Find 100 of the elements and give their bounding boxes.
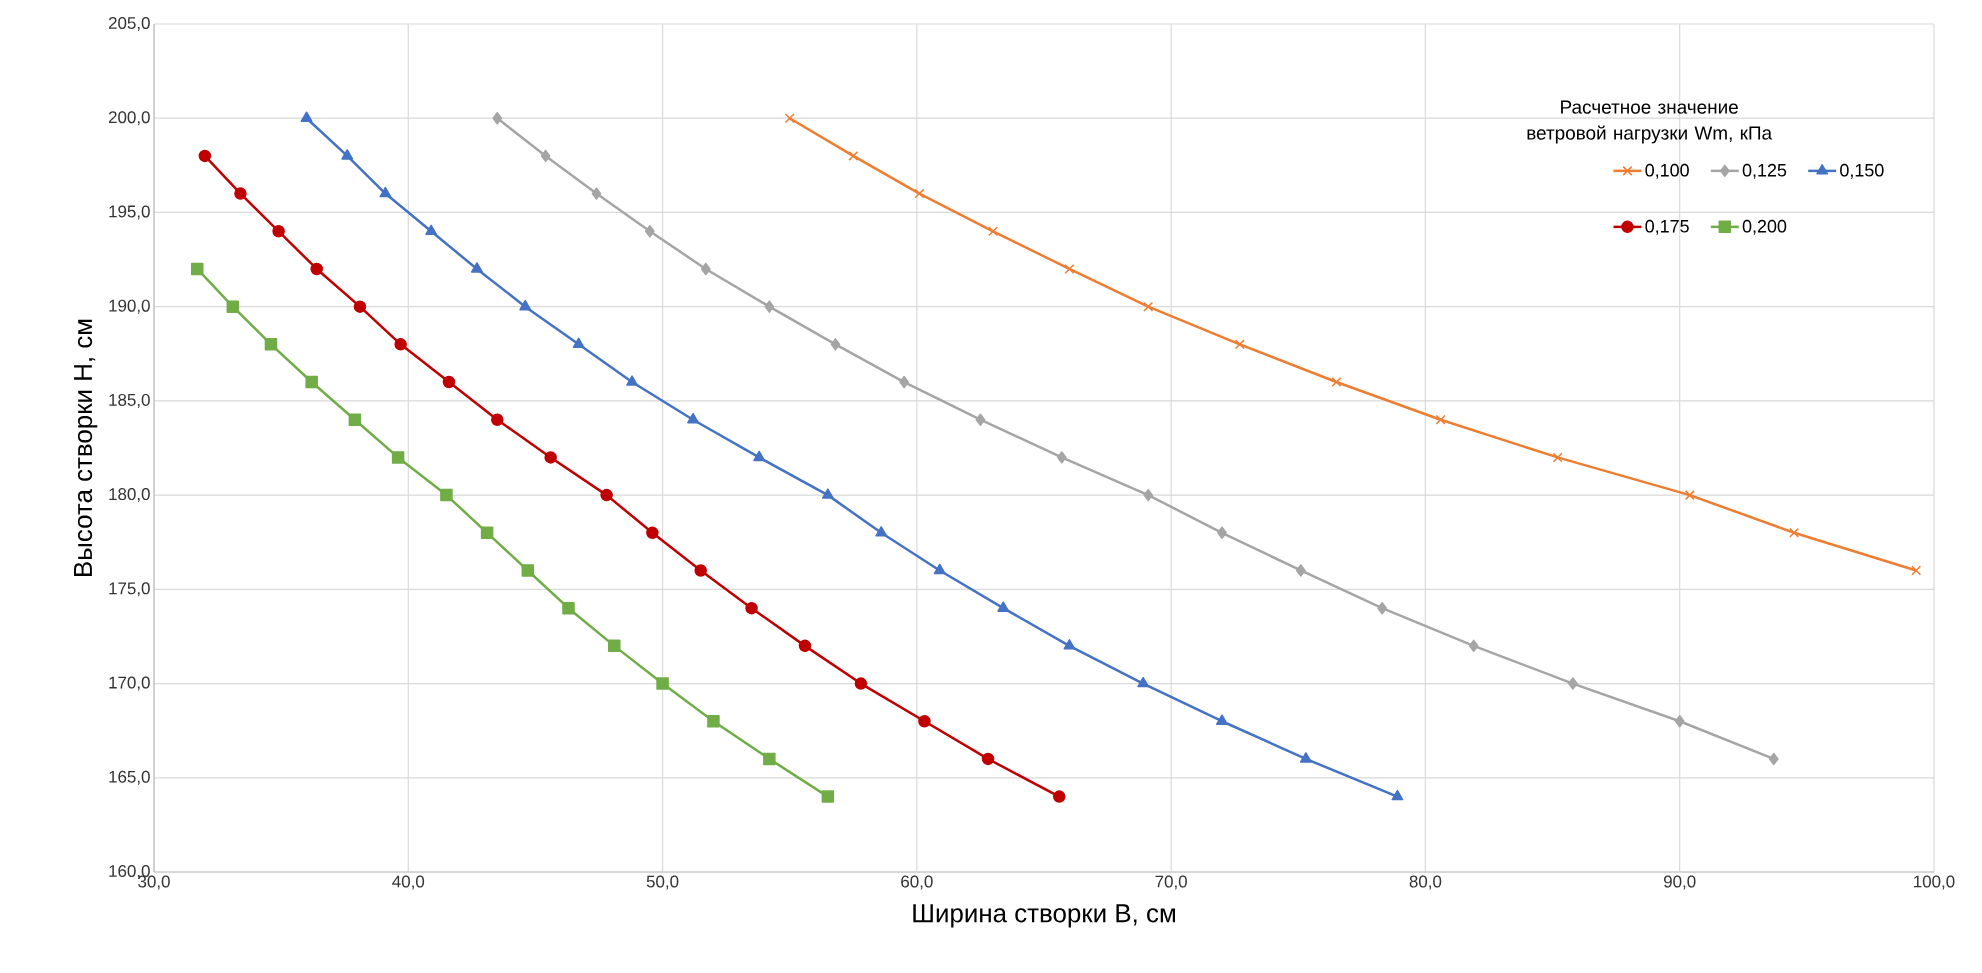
point [1216, 714, 1228, 725]
point [1295, 564, 1306, 577]
point [745, 601, 758, 615]
x-tick-label: 70,0 [1155, 875, 1187, 890]
point [608, 639, 621, 653]
point [875, 526, 888, 537]
point [1137, 676, 1150, 688]
point [918, 714, 931, 728]
x-axis-title: Ширина створки B, см [913, 904, 1175, 928]
point [353, 300, 367, 313]
point [300, 111, 313, 122]
point [1468, 639, 1479, 653]
point [190, 262, 204, 276]
point [521, 564, 535, 577]
point [1768, 752, 1779, 766]
point [1217, 526, 1227, 540]
point [646, 526, 659, 540]
point [1143, 488, 1154, 502]
point [1789, 527, 1800, 538]
point [348, 413, 362, 426]
point [442, 375, 456, 389]
point [753, 450, 766, 462]
y-tick-label: 185,0 [109, 393, 150, 408]
point [933, 563, 946, 575]
point [694, 564, 707, 577]
point [341, 149, 354, 160]
y-tick-label: 165,0 [109, 770, 150, 785]
point [821, 790, 835, 803]
point [997, 601, 1010, 612]
y-tick-label: 175,0 [109, 582, 150, 597]
point [1674, 714, 1685, 728]
point [1063, 639, 1076, 650]
point [198, 149, 212, 163]
point [234, 187, 247, 200]
point [1911, 565, 1922, 576]
point [491, 413, 504, 426]
point [391, 451, 405, 464]
y-tick-label: 205,0 [108, 16, 150, 31]
point [305, 375, 318, 389]
x-tick-label: 60,0 [901, 875, 933, 890]
point [440, 488, 453, 502]
point [379, 186, 392, 198]
point [1234, 339, 1245, 350]
legend-label: 0,125 [1742, 163, 1787, 179]
legend-title: Расчетное значение ветровой нагрузки Wm, кПа [1527, 100, 1773, 144]
point [544, 451, 557, 464]
point [1377, 601, 1388, 615]
point [700, 262, 711, 276]
y-tick-label: 190,0 [109, 299, 150, 314]
point [914, 188, 925, 199]
point [492, 111, 503, 125]
point [626, 375, 638, 386]
y-tick-label: 195,0 [109, 205, 150, 220]
point [798, 639, 812, 653]
point [1331, 377, 1342, 388]
point [425, 224, 438, 236]
legend-label: 0,175 [1645, 219, 1689, 235]
point [572, 337, 585, 349]
point [1143, 301, 1154, 312]
point [981, 752, 995, 766]
point [600, 488, 613, 502]
point [1552, 452, 1563, 463]
point [540, 149, 551, 163]
y-tick-label: 180,0 [109, 488, 150, 503]
point [848, 150, 859, 161]
point [591, 187, 602, 200]
x-tick-label: 40,0 [392, 875, 425, 890]
point [480, 526, 494, 540]
point [687, 412, 700, 424]
point [470, 262, 483, 273]
y-tick-label: 200,0 [108, 111, 150, 126]
point [784, 113, 795, 124]
point [975, 413, 986, 426]
point [1684, 490, 1695, 501]
point [707, 714, 720, 728]
point [830, 338, 841, 351]
point [272, 225, 285, 238]
point [264, 338, 278, 351]
point [821, 488, 834, 499]
point [1064, 263, 1075, 274]
point [1299, 752, 1312, 763]
point [644, 225, 655, 238]
y-axis-title: Высота створки H, см [74, 319, 98, 576]
point [1391, 789, 1404, 801]
point [763, 752, 776, 766]
point [1568, 677, 1578, 690]
point [899, 375, 909, 389]
point [226, 300, 240, 313]
point [394, 338, 407, 351]
point [656, 677, 669, 690]
point [562, 601, 575, 615]
x-tick-label: 80,0 [1409, 875, 1442, 890]
point [310, 262, 323, 276]
point [988, 226, 999, 237]
x-tick-label: 100,0 [1914, 875, 1955, 890]
point [1435, 414, 1446, 425]
point [854, 677, 868, 690]
legend-label: 0,100 [1645, 163, 1689, 179]
point [1056, 451, 1067, 464]
x-tick-label: 50,0 [646, 875, 679, 890]
